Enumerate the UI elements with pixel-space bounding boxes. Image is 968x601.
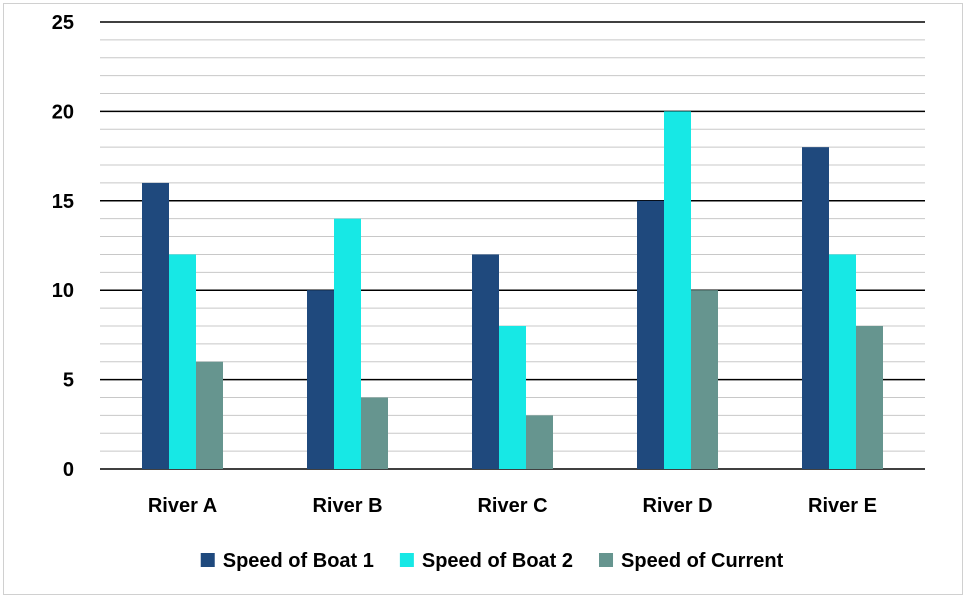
bar-river-c-series-1: [472, 254, 499, 469]
bar-river-c-series-3: [526, 415, 553, 469]
legend-label: Speed of Current: [621, 550, 784, 572]
bar-river-b-series-1: [307, 290, 334, 469]
bar-river-a-series-1: [142, 182, 169, 470]
bar-river-a-series-3: [196, 361, 223, 469]
y-tick-label: 20: [52, 101, 74, 123]
bar-river-b-series-2: [334, 218, 361, 469]
y-tick-label: 25: [52, 12, 74, 34]
bar-river-e-series-2: [829, 254, 856, 469]
bar-river-d-series-3: [691, 290, 718, 469]
x-tick-label: River B: [312, 495, 382, 517]
bars: [142, 111, 883, 470]
y-tick-label: 10: [52, 280, 74, 302]
legend: Speed of Boat 1 Speed of Boat 2 Speed of C…: [200, 550, 784, 572]
y-tick-label: 15: [52, 191, 74, 213]
bar-river-d-series-2: [664, 111, 691, 470]
bar-river-e-series-1: [802, 147, 829, 469]
bar-river-a-series-2: [169, 254, 196, 469]
x-tick-label: River E: [808, 495, 877, 517]
bar-river-b-series-3: [361, 397, 388, 469]
legend-label: Speed of Boat 2: [422, 550, 573, 572]
y-axis-ticks: 0 5 10 15 20 25: [52, 12, 74, 481]
x-tick-label: River D: [642, 495, 712, 517]
legend-label: Speed of Boat 1: [223, 550, 374, 572]
legend-swatch: [399, 553, 414, 567]
x-axis-ticks: River A River B River C River D River E: [148, 495, 877, 517]
legend-swatch: [599, 553, 614, 567]
x-tick-label: River C: [477, 495, 547, 517]
bar-river-e-series-3: [856, 325, 883, 469]
y-tick-label: 0: [63, 459, 74, 481]
bar-river-d-series-1: [637, 200, 664, 470]
legend-swatch: [200, 553, 215, 567]
y-tick-label: 5: [63, 370, 74, 392]
bar-river-c-series-2: [499, 325, 526, 469]
x-tick-label: River A: [148, 495, 217, 517]
gridlines: [100, 21, 925, 470]
